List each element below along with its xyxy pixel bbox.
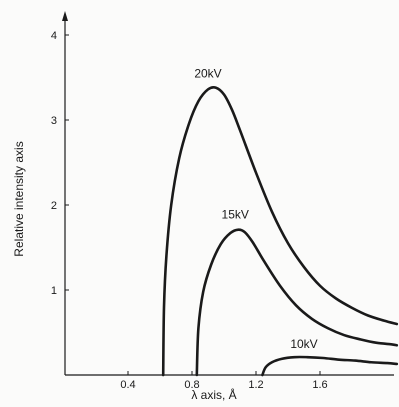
y-tick-label: 2 bbox=[51, 200, 57, 212]
x-tick-label: 1.2 bbox=[248, 379, 263, 391]
x-tick-label: 0.8 bbox=[184, 379, 199, 391]
y-ticks: 1 2 3 4 bbox=[51, 30, 69, 297]
curve-15kv bbox=[195, 228, 399, 377]
y-tick-label: 3 bbox=[51, 115, 57, 127]
curve-labels: 20kV 15kV 10kV bbox=[194, 67, 317, 351]
curve-label-20kv: 20kV bbox=[194, 67, 221, 81]
y-axis-label: Relative intensity axis bbox=[12, 141, 26, 256]
x-ticks: 0.4 0.8 1.2 1.6 bbox=[120, 371, 328, 391]
x-tick-label: 1.6 bbox=[312, 379, 327, 391]
curves bbox=[161, 85, 399, 377]
curve-20kv bbox=[161, 85, 399, 377]
y-tick-label: 1 bbox=[51, 285, 57, 297]
curve-label-15kv: 15kV bbox=[222, 208, 249, 222]
curve-label-10kv: 10kV bbox=[290, 337, 317, 351]
y-tick-label: 4 bbox=[51, 30, 57, 42]
y-axis-arrow-icon bbox=[62, 11, 68, 21]
x-tick-label: 0.4 bbox=[120, 379, 135, 391]
axes bbox=[62, 11, 394, 376]
x-axis-label: λ axis, Å bbox=[191, 387, 236, 402]
curve-10kv bbox=[261, 355, 399, 377]
